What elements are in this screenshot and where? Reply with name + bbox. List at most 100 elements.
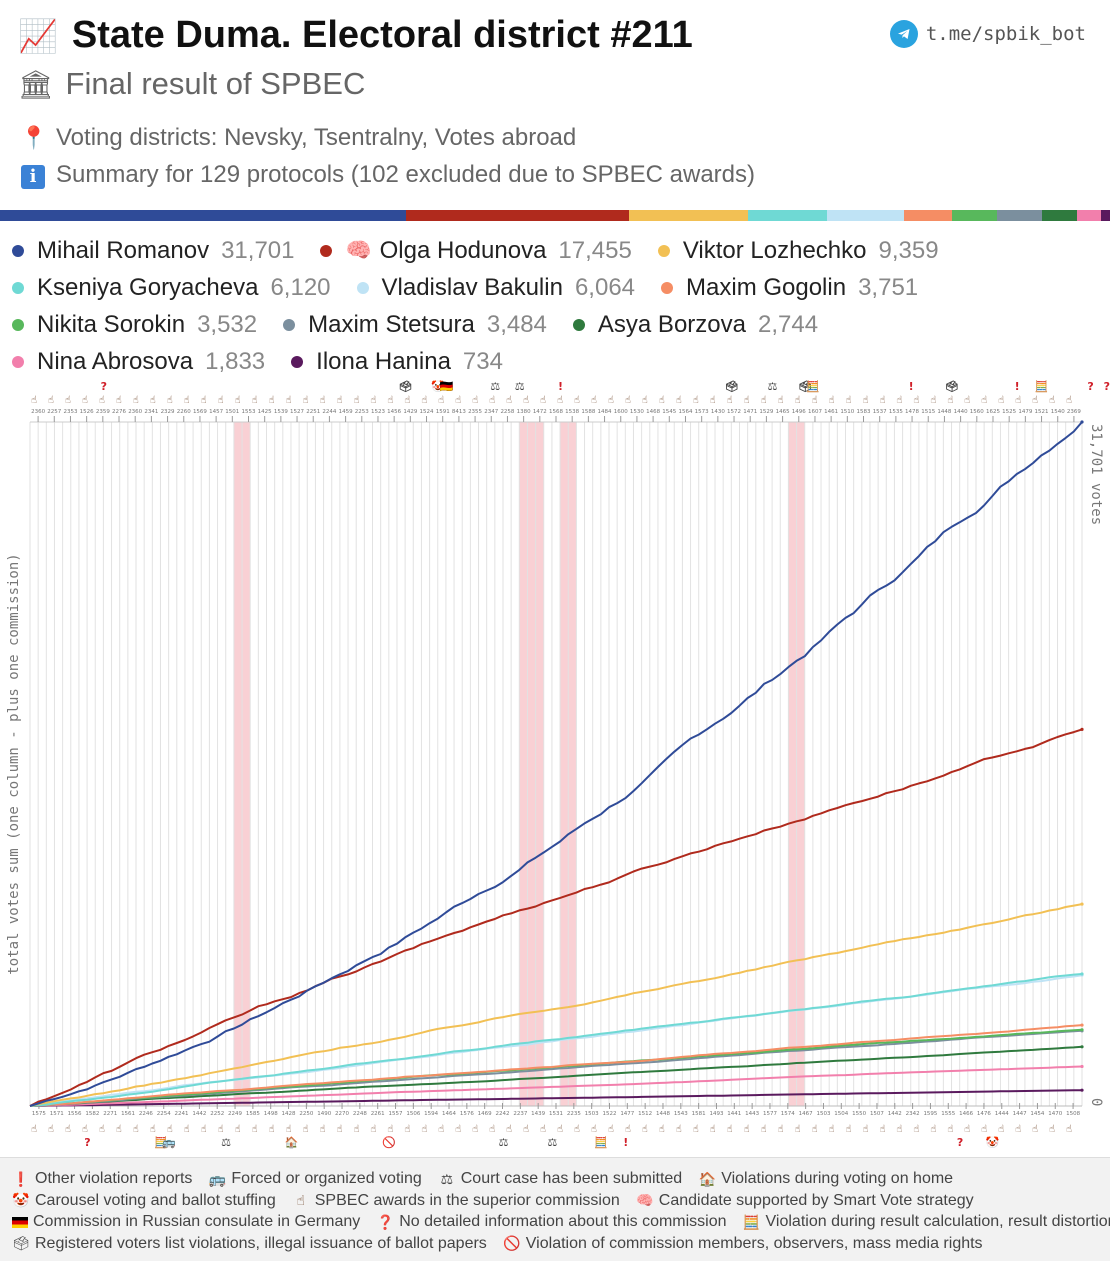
award-hand-icon: ☝ xyxy=(930,395,936,406)
icon-legend-item: ❗ Other violation reports xyxy=(12,1170,192,1188)
legend-item-bakulin[interactable]: Vladislav Bakulin 6,064 xyxy=(356,273,635,302)
award-hand-icon: ☝ xyxy=(744,1124,750,1135)
exclamation-icon: ! xyxy=(623,1136,628,1149)
legend-item-lozhechko[interactable]: Viktor Lozhechko 9,359 xyxy=(657,237,939,265)
award-hand-icon: ☝ xyxy=(201,395,207,406)
top-tick-label: 8413 xyxy=(452,409,466,415)
series-line-borzova xyxy=(29,1045,1083,1107)
top-tick-label: 1461 xyxy=(824,409,838,415)
award-hand-icon: ☝ xyxy=(421,1124,427,1135)
award-hand-icon: ☝ xyxy=(302,1124,308,1135)
award-hand-icon: ☝ xyxy=(167,1124,173,1135)
legend-votes: 734 xyxy=(462,347,503,375)
excluded-commission-band xyxy=(519,422,544,1106)
vote-share-bar xyxy=(0,210,1110,221)
top-tick-label: 2341 xyxy=(144,409,158,415)
legend-item-hanina[interactable]: Ilona Hanina 734 xyxy=(291,348,503,376)
legend-item-goryacheva[interactable]: Kseniya Goryacheva 6,120 xyxy=(12,274,331,302)
award-hand-icon: ☝ xyxy=(761,395,767,406)
award-hand-icon: ☝ xyxy=(48,395,54,406)
top-tick-label: 2369 xyxy=(1067,409,1081,415)
award-hand-icon: ☝ xyxy=(370,395,376,406)
legend-row: Mihail Romanov 31,701 🧠 Olga Hodunova 17,455… xyxy=(12,232,1102,269)
icon-legend-row: 🗳 Registered voters list violations, ille… xyxy=(12,1235,999,1253)
telegram-link[interactable]: t.me/spbik_bot xyxy=(889,20,1086,48)
legend-votes: 6,120 xyxy=(270,273,331,301)
legend-name: Vladislav Bakulin xyxy=(381,273,563,301)
award-hand-icon: ☝ xyxy=(693,395,699,406)
top-tick-label: 1515 xyxy=(921,409,935,415)
award-hand-icon: ☝ xyxy=(82,395,88,406)
exclamation-icon: ! xyxy=(558,380,563,393)
registered-voters-icon: 🗳 xyxy=(945,380,959,393)
bottom-tick-label: 1576 xyxy=(460,1111,474,1117)
award-hand-icon: ☝ xyxy=(676,1124,682,1135)
legend-item-gogolin[interactable]: Maxim Gogolin 3,751 xyxy=(661,274,918,302)
award-hand-icon: ☝ xyxy=(506,1124,512,1135)
icon-legend-label: SPBEC awards in the superior commission xyxy=(314,1191,620,1209)
share-segment-borzova xyxy=(1042,210,1078,221)
bottom-tick-label: 1555 xyxy=(941,1111,955,1117)
bottom-tick-label: 1585 xyxy=(246,1111,260,1117)
award-hand-icon: ☝ xyxy=(659,395,665,406)
bottom-tick-label: 1595 xyxy=(923,1111,937,1117)
top-tick-label: 1530 xyxy=(630,409,644,415)
bus-icon: 🚌 xyxy=(208,1170,227,1187)
award-hand-icon: ☝ xyxy=(472,1124,478,1135)
top-tick-label: 1478 xyxy=(905,409,919,415)
share-segment-goryacheva xyxy=(748,210,827,221)
top-tick-label: 1573 xyxy=(695,409,709,415)
award-hand-icon: ☝ xyxy=(133,1124,139,1135)
award-hand-icon: ☝ xyxy=(353,395,359,406)
award-hand-icon: ☝ xyxy=(489,1124,495,1135)
series-end-point xyxy=(1080,1028,1084,1032)
carousel-icon: 🤡 xyxy=(12,1192,30,1208)
award-hand-icon: ☝ xyxy=(574,395,580,406)
legend-item-romanov[interactable]: Mihail Romanov 31,701 xyxy=(12,237,294,265)
page-subtitle: 🏛 Final result of SPBEC xyxy=(18,66,366,101)
icon-legend-label: Violation of commission members, observe… xyxy=(525,1234,983,1252)
candidates-legend: Mihail Romanov 31,701 🧠 Olga Hodunova 17,455… xyxy=(12,232,1102,380)
award-hand-icon: ☝ xyxy=(879,1124,885,1135)
award-hand-icon: ☝ xyxy=(506,395,512,406)
bottom-tick-label: 2270 xyxy=(335,1111,349,1117)
bottom-tick-label: 1469 xyxy=(478,1111,492,1117)
icon-legend-item: ☝ SPBEC awards in the superior commission xyxy=(292,1191,620,1210)
bottom-tick-label: 2246 xyxy=(139,1111,153,1117)
legend-name: Kseniya Goryacheva xyxy=(37,273,259,301)
award-hand-icon: ☝ xyxy=(404,1124,410,1135)
bottom-tick-label: 2249 xyxy=(228,1111,242,1117)
bottom-tick-label: 1464 xyxy=(442,1111,456,1117)
top-tick-label: 2258 xyxy=(500,409,514,415)
award-hand-icon: ☝ xyxy=(438,395,444,406)
legend-item-hodunova[interactable]: 🧠 Olga Hodunova 17,455 xyxy=(320,237,632,265)
series-line-abrosova xyxy=(29,1065,1083,1107)
icon-legend-item: ⚖ Court case has been submitted xyxy=(438,1170,682,1188)
chart-increasing-icon: 📈 xyxy=(18,18,58,54)
share-segment-romanov xyxy=(0,210,406,221)
share-segment-hodunova xyxy=(405,210,629,221)
top-tick-label: 1479 xyxy=(1018,409,1032,415)
brain-icon: 🧠 xyxy=(345,238,372,262)
legend-item-borzova[interactable]: Asya Borzova 2,744 xyxy=(572,310,819,339)
legend-item-sorokin[interactable]: Nikita Sorokin 3,532 xyxy=(12,311,257,339)
award-hand-icon: ☝ xyxy=(150,1124,156,1135)
top-tick-label: 1568 xyxy=(549,409,563,415)
legend-item-abrosova[interactable]: Nina Abrosova 1,833 xyxy=(12,348,265,376)
icon-legend-item: 🧠 Candidate supported by Smart Vote strat… xyxy=(636,1192,974,1210)
award-hand-icon: ☝ xyxy=(642,1124,648,1135)
bottom-tick-label: 1439 xyxy=(531,1111,545,1117)
legend-votes: 2,744 xyxy=(757,310,819,338)
award-hand-icon: ☝ xyxy=(964,395,970,406)
top-tick-label: 2360 xyxy=(128,409,142,415)
top-tick-label: 1430 xyxy=(711,409,725,415)
top-tick-label: 1537 xyxy=(873,409,887,415)
bottom-tick-label: 2254 xyxy=(157,1111,171,1117)
legend-item-stetsura[interactable]: Maxim Stetsura 3,484 xyxy=(283,311,547,339)
icon-legend-item: 🚫 Violation of commission members, observ… xyxy=(503,1234,983,1253)
award-hand-icon: ☝ xyxy=(574,1124,580,1135)
icon-legend-item: 🤡 Carousel voting and ballot stuffing xyxy=(12,1192,275,1210)
registered-voters-icon: 🗳 xyxy=(725,380,739,393)
top-tick-label: 2329 xyxy=(161,409,175,415)
bottom-tick-label: 1503 xyxy=(816,1111,830,1117)
